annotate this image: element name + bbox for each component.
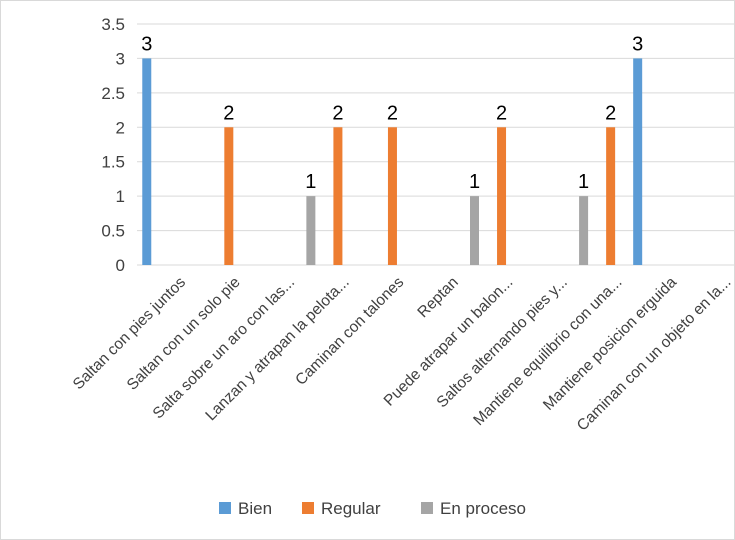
bar	[387, 127, 397, 266]
bar	[142, 58, 152, 265]
legend-label: Regular	[321, 499, 381, 518]
data-label: 2	[387, 102, 398, 124]
y-tick-label: 2	[116, 118, 125, 137]
data-label: 2	[605, 102, 616, 124]
legend: Bien Regular En proceso	[219, 499, 526, 518]
bars	[142, 58, 643, 266]
bar	[306, 196, 316, 265]
data-label: 1	[305, 171, 316, 193]
gridlines	[137, 23, 735, 266]
legend-swatch	[421, 502, 433, 514]
data-label: 2	[332, 102, 343, 124]
bar	[497, 127, 507, 266]
bar	[333, 127, 343, 266]
legend-swatch	[219, 502, 231, 514]
data-label: 1	[469, 171, 480, 193]
y-tick-label: 2.5	[101, 84, 125, 103]
bar	[579, 196, 589, 265]
y-tick-label: 3.5	[101, 15, 125, 34]
x-tick-label: Caminan con talones	[292, 274, 407, 389]
data-label: 3	[632, 33, 643, 55]
data-label: 1	[578, 171, 589, 193]
legend-label: Bien	[238, 499, 272, 518]
y-tick-label: 3	[116, 49, 125, 68]
y-axis-ticks: 0 0.5 1 1.5 2 2.5 3 3.5	[101, 15, 125, 275]
legend-label: En proceso	[440, 499, 526, 518]
bar	[470, 196, 479, 265]
y-tick-label: 1	[116, 187, 125, 206]
y-tick-label: 0	[116, 256, 125, 275]
legend-swatch	[302, 502, 314, 514]
data-label: 2	[496, 102, 507, 124]
bar	[606, 127, 616, 266]
y-tick-label: 1.5	[101, 153, 125, 172]
bar	[224, 127, 234, 266]
x-tick-label: Reptan	[414, 274, 461, 321]
data-labels: 33222221111	[141, 33, 643, 193]
bar	[633, 58, 643, 265]
data-label: 3	[141, 33, 152, 55]
data-label: 2	[223, 102, 234, 124]
y-tick-label: 0.5	[101, 222, 125, 241]
